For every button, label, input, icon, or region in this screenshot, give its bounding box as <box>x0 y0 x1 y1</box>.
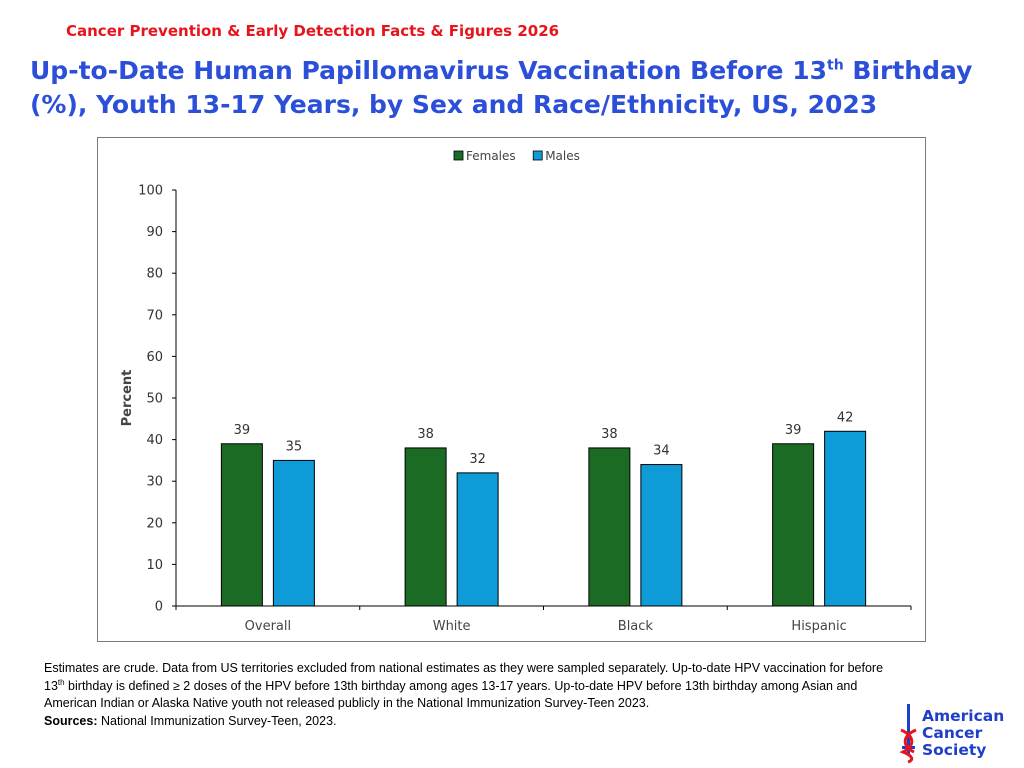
title-part-1: Up-to-Date Human Papillomavirus Vaccinat… <box>30 56 828 85</box>
data-label: 34 <box>653 444 670 459</box>
legend-label-males: Males <box>545 149 580 163</box>
sources-text: National Immunization Survey-Teen, 2023. <box>97 713 337 728</box>
y-tick-label: 30 <box>146 475 163 490</box>
x-category-label: Black <box>618 619 654 634</box>
y-tick-label: 50 <box>146 392 163 407</box>
data-label: 38 <box>417 427 434 442</box>
logo-line-2: Cancer <box>922 724 983 742</box>
data-label: 39 <box>234 423 251 438</box>
sword-icon <box>899 704 917 764</box>
y-tick-label: 90 <box>146 225 163 240</box>
legend-label-females: Females <box>466 149 516 163</box>
logo-line-3: Society <box>922 741 987 759</box>
chart-title: Up-to-Date Human Papillomavirus Vaccinat… <box>30 54 1010 122</box>
report-subtitle: Cancer Prevention & Early Detection Fact… <box>66 22 560 40</box>
legend-swatch-males <box>532 150 543 161</box>
bar-males <box>456 472 499 607</box>
legend-swatch-females <box>453 150 464 161</box>
y-tick-label: 0 <box>155 600 163 615</box>
bar-females <box>588 447 631 607</box>
footnote-text-1: Estimates are crude. Data from US territ… <box>44 661 884 693</box>
footnote-superscript: th <box>57 677 65 687</box>
y-axis-label: Percent <box>120 370 135 427</box>
y-tick-label: 80 <box>146 267 163 282</box>
title-part-2: Birthday (%), Youth 13-17 Years, by Sex … <box>30 56 973 119</box>
data-label: 35 <box>286 439 303 454</box>
y-tick-label: 20 <box>146 516 163 531</box>
bar-males <box>640 464 683 607</box>
logo-line-1: American <box>922 707 1005 725</box>
bar-females <box>404 447 447 607</box>
sources-label: Sources: <box>44 713 98 728</box>
x-category-label: Overall <box>245 619 291 634</box>
chart-frame: 0 10 20 30 40 50 60 70 80 90 100 Percent Overall 39 35… <box>97 137 926 642</box>
data-label: 32 <box>469 452 486 467</box>
bar-chart: 0 10 20 30 40 50 60 70 80 90 100 Percent Overall 39 35… <box>120 149 912 634</box>
y-tick-label: 40 <box>146 433 163 448</box>
data-label: 38 <box>601 427 618 442</box>
bar-males <box>824 430 867 607</box>
y-tick-label: 70 <box>146 308 163 323</box>
y-tick-label: 100 <box>138 184 163 199</box>
title-superscript: th <box>827 57 844 74</box>
bar-females <box>220 443 263 607</box>
bar-males <box>272 459 315 607</box>
x-category-label: White <box>433 619 471 634</box>
y-tick-label: 60 <box>146 350 163 365</box>
data-label: 42 <box>837 410 854 425</box>
x-category-label: Hispanic <box>791 619 846 634</box>
acs-logo: American Cancer Society <box>897 702 1019 764</box>
footnotes: Estimates are crude. Data from US territ… <box>44 660 904 730</box>
data-label: 39 <box>785 423 802 438</box>
footnote-text-2: birthday is defined ≥ 2 doses of the HPV… <box>44 678 858 711</box>
bar-females <box>772 443 815 607</box>
y-tick-label: 10 <box>146 558 163 573</box>
